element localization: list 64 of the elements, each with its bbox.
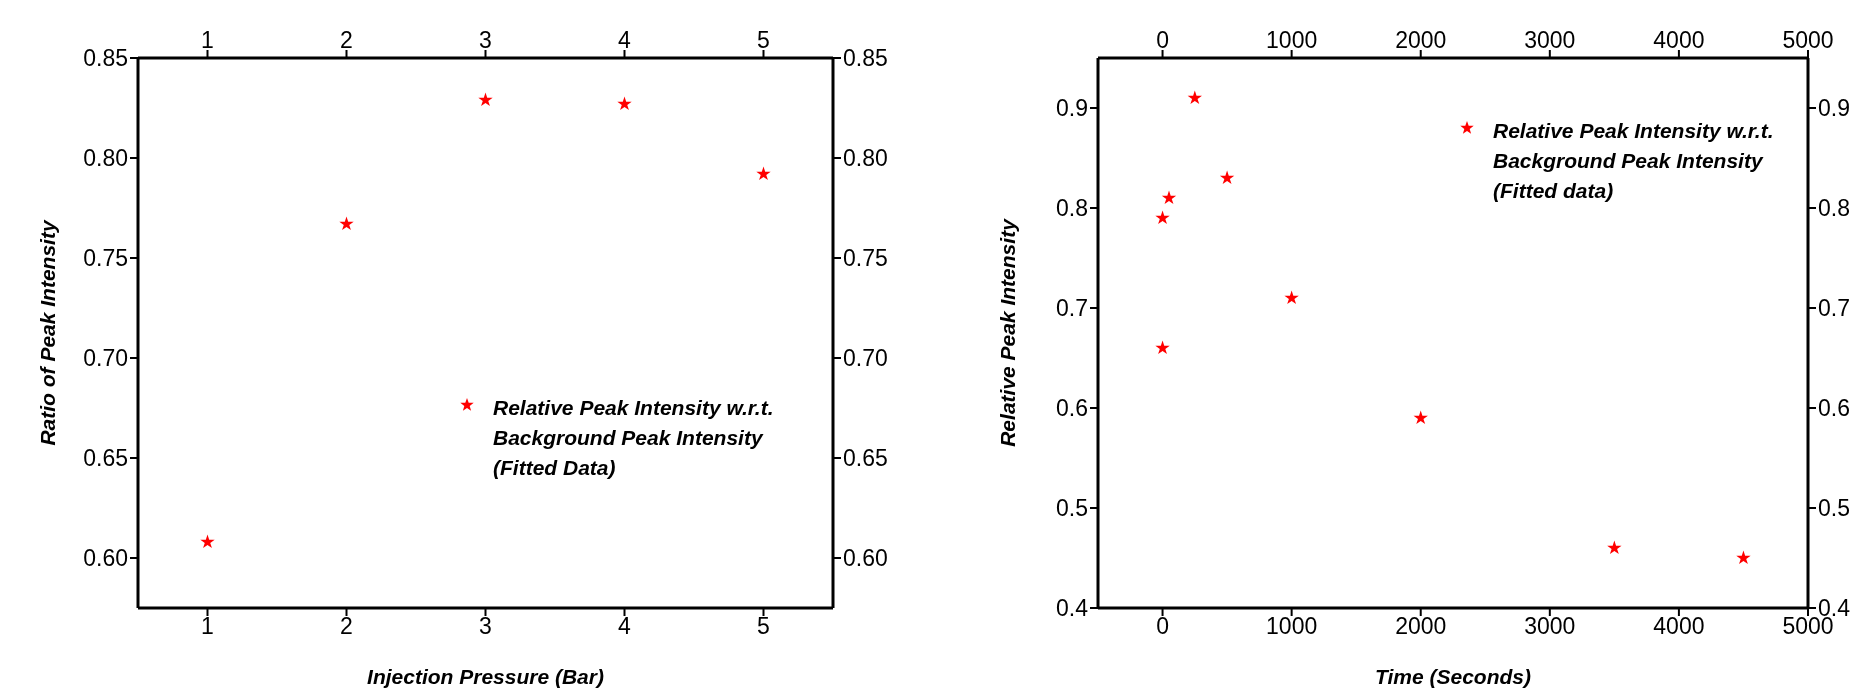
y2-tick-label: 0.5 xyxy=(1818,495,1850,522)
y-axis-title: Ratio of Peak Intensity xyxy=(36,219,60,446)
x2-tick-label: 1 xyxy=(201,613,214,640)
x2-tick-label: 2000 xyxy=(1395,613,1447,640)
point xyxy=(1155,210,1170,225)
point xyxy=(756,166,771,181)
x-tick-label: 1 xyxy=(201,27,214,53)
x-tick-label: 0 xyxy=(1156,27,1169,53)
x2-tick-label: 4000 xyxy=(1653,613,1705,640)
point xyxy=(1187,90,1202,105)
y-tick-label: 0.80 xyxy=(83,145,128,172)
x-tick-label: 4 xyxy=(618,27,632,53)
y-tick-label: 0.75 xyxy=(83,245,128,272)
x2-tick-label: 0 xyxy=(1156,613,1169,640)
x-tick-label: 5000 xyxy=(1782,27,1834,53)
y-tick-label: 0.60 xyxy=(83,545,128,572)
point xyxy=(1161,190,1177,205)
point xyxy=(617,96,632,111)
x2-tick-label: 2 xyxy=(340,613,353,640)
legend-label: Relative Peak Intensity w.r.t. Background Peak Intensity (Fitted data) xyxy=(1493,118,1775,204)
x2-tick-label: 3000 xyxy=(1524,613,1576,640)
y2-tick-label: 0.7 xyxy=(1818,295,1850,322)
x-tick-label: 2000 xyxy=(1395,27,1447,53)
y-tick-label: 0.65 xyxy=(83,445,128,472)
y-tick-label: 0.7 xyxy=(1056,295,1088,322)
y-tick-label: 0.6 xyxy=(1056,395,1088,422)
y2-tick-label: 0.9 xyxy=(1818,95,1850,122)
y-axis-title: Relative Peak Intensity xyxy=(996,217,1020,447)
x-tick-label: 3 xyxy=(479,27,492,53)
y2-tick-label: 0.6 xyxy=(1818,395,1850,422)
y2-tick-label: 0.60 xyxy=(843,545,888,572)
y2-tick-label: 0.65 xyxy=(843,445,888,472)
x-axis-title: Injection Pressure (Bar) xyxy=(367,665,604,688)
x2-tick-label: 5 xyxy=(757,613,770,640)
x-tick-label: 5 xyxy=(757,27,770,53)
y2-tick-label: 0.80 xyxy=(843,145,888,172)
y2-tick-label: 0.75 xyxy=(843,245,888,272)
y-tick-label: 0.8 xyxy=(1056,195,1088,222)
y-tick-label: 0.85 xyxy=(83,45,128,72)
y-tick-label: 0.5 xyxy=(1056,495,1088,522)
y-tick-label: 0.4 xyxy=(1056,595,1089,622)
x2-tick-label: 3 xyxy=(479,613,492,640)
x2-tick-label: 1000 xyxy=(1266,613,1318,640)
y-tick-label: 0.70 xyxy=(83,345,128,372)
point xyxy=(1413,410,1428,425)
point xyxy=(1284,290,1299,305)
x-axis-title: Time (Seconds) xyxy=(1375,665,1531,688)
y2-tick-label: 0.8 xyxy=(1818,195,1850,222)
point xyxy=(1219,170,1235,185)
x-tick-label: 1000 xyxy=(1266,27,1318,53)
y2-tick-label: 0.85 xyxy=(843,45,888,72)
x2-tick-label: 4 xyxy=(618,613,632,640)
point xyxy=(1607,540,1622,555)
point xyxy=(478,92,493,107)
x-tick-label: 3000 xyxy=(1524,27,1576,53)
point xyxy=(200,534,215,549)
legend-label: Relative Peak Intensity w.r.t. Background Peak Intensity (Fitted Data) xyxy=(493,395,775,481)
x-tick-label: 2 xyxy=(340,27,353,53)
point xyxy=(1736,550,1751,565)
x-tick-label: 4000 xyxy=(1653,27,1705,53)
y2-tick-label: 0.70 xyxy=(843,345,888,372)
point xyxy=(1155,340,1170,355)
point xyxy=(339,216,354,231)
y-tick-label: 0.9 xyxy=(1056,95,1088,122)
